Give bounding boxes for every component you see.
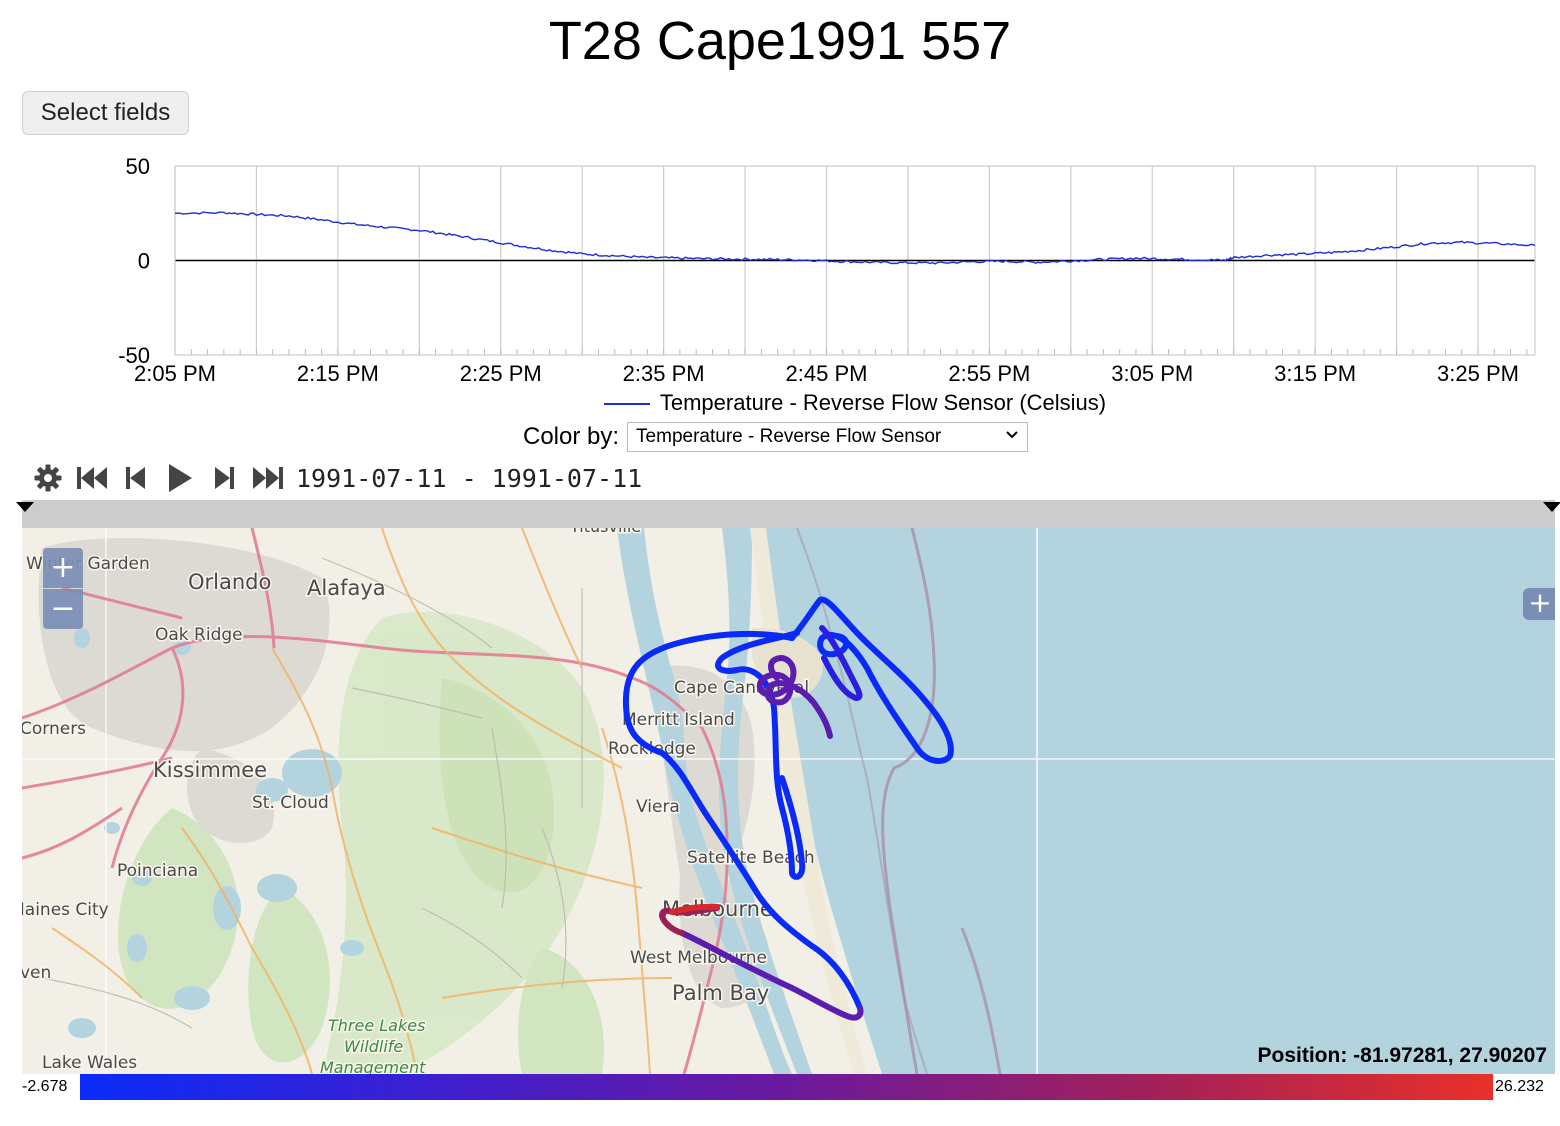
map-label-palm-bay: Palm Bay (672, 981, 769, 1005)
map-label-alafaya: Alafaya (307, 576, 386, 600)
select-fields-button[interactable]: Select fields (22, 91, 189, 135)
zoom-in-button[interactable]: + (43, 548, 83, 588)
zoom-out-button[interactable]: − (43, 589, 83, 629)
map-label-west-melbourne: West Melbourne (630, 948, 767, 968)
map-view[interactable]: Winter Garden Orlando Alafaya Oak Ridge … (22, 528, 1555, 1074)
page-title: T28 Cape1991 557 (548, 11, 1012, 71)
chevron-down-icon (1005, 427, 1019, 446)
chart-x-tick-label: 2:25 PM (460, 361, 542, 386)
map-label-st-cloud: St. Cloud (252, 793, 329, 813)
legend-swatch (603, 403, 650, 406)
chart-legend[interactable]: Temperature - Reverse Flow Sensor (Celsi… (0, 389, 1560, 417)
play-icon[interactable] (160, 458, 200, 498)
map-label-corners: Corners (22, 719, 86, 739)
map-label-poinciana: Poinciana (117, 861, 198, 881)
chart-y-tick-label: -50 (118, 343, 150, 368)
map-label-orlando: Orlando (188, 570, 271, 594)
map-label-titusville: Titusville (569, 528, 641, 536)
chart-x-tick-label: 3:05 PM (1111, 361, 1193, 386)
timeline-start-handle[interactable] (16, 502, 34, 512)
map-label-viera: Viera (636, 797, 680, 817)
time-series-chart: 50 0 -50 2:05 PM 2:15 PM 2:25 PM 2:35 PM 2:45 P… (0, 150, 1560, 420)
chart-x-tick-label: 2:45 PM (786, 361, 868, 386)
layer-switcher-button[interactable]: + (1523, 588, 1555, 620)
color-by-row: Color by: Temperature - Reverse Flow Sen… (523, 422, 1029, 452)
map-label-lake-wales: Lake Wales (42, 1053, 137, 1073)
chart-x-tick-label: 3:25 PM (1437, 361, 1519, 386)
date-range-label: 1991-07-11 - 1991-07-11 (296, 463, 643, 493)
timeline-end-handle[interactable] (1543, 502, 1560, 512)
color-by-selected-value: Temperature - Reverse Flow Sensor (636, 426, 942, 447)
map-label-kissimmee: Kissimmee (153, 758, 267, 782)
chart-y-tick-label: 0 (138, 249, 150, 274)
skip-to-start-icon[interactable] (72, 458, 112, 498)
map-label-merritt-island: Merritt Island (622, 710, 735, 730)
map-label-satellite-beach: Satellite Beach (687, 848, 815, 868)
chart-series-line (174, 211, 1536, 265)
color-by-label: Color by: (523, 423, 620, 450)
skip-to-end-icon[interactable] (248, 458, 288, 498)
color-scale-max: 26.232 (1495, 1078, 1544, 1095)
step-forward-icon[interactable] (204, 458, 244, 498)
chart-x-tick-label: 2:35 PM (623, 361, 705, 386)
color-scale-bar: -2.678 26.232 (0, 1074, 1560, 1100)
map-label-three-lakes: Three Lakes (328, 1016, 425, 1035)
map-label-management: Management (320, 1058, 426, 1074)
map-label-oak-ridge: Oak Ridge (155, 625, 243, 645)
color-scale-min: -2.678 (22, 1078, 68, 1095)
map-label-haines-city: Haines City (22, 900, 109, 920)
gear-icon[interactable] (28, 458, 68, 498)
legend-label: Temperature - Reverse Flow Sensor (Celsi… (659, 390, 1107, 415)
color-scale-gradient (80, 1074, 1493, 1100)
chart-x-tick-label: 2:55 PM (948, 361, 1030, 386)
chart-x-tick-label: 3:15 PM (1274, 361, 1356, 386)
chart-x-tick-label: 2:05 PM (134, 361, 216, 386)
map-canvas[interactable]: Winter Garden Orlando Alafaya Oak Ridge … (22, 528, 1555, 1074)
playback-controls: 1991-07-11 - 1991-07-11 (28, 458, 642, 498)
chart-y-tick-label: 50 (126, 154, 150, 179)
color-by-select[interactable]: Temperature - Reverse Flow Sensor (627, 422, 1029, 452)
chart-svg: 50 0 -502:05 PM 2:15 PM 2:25 PM 2:35 PM 2:45 P… (118, 154, 1536, 386)
map-label-haven: ven (22, 963, 51, 983)
timeline-slider[interactable] (16, 500, 1560, 528)
flight-track (622, 596, 954, 1021)
position-readout: Position: -81.97281, 27.90207 (1257, 1044, 1548, 1067)
chart-x-tick-label: 2:15 PM (297, 361, 379, 386)
map-label-wildlife: Wildlife (344, 1037, 403, 1056)
step-back-icon[interactable] (116, 458, 156, 498)
